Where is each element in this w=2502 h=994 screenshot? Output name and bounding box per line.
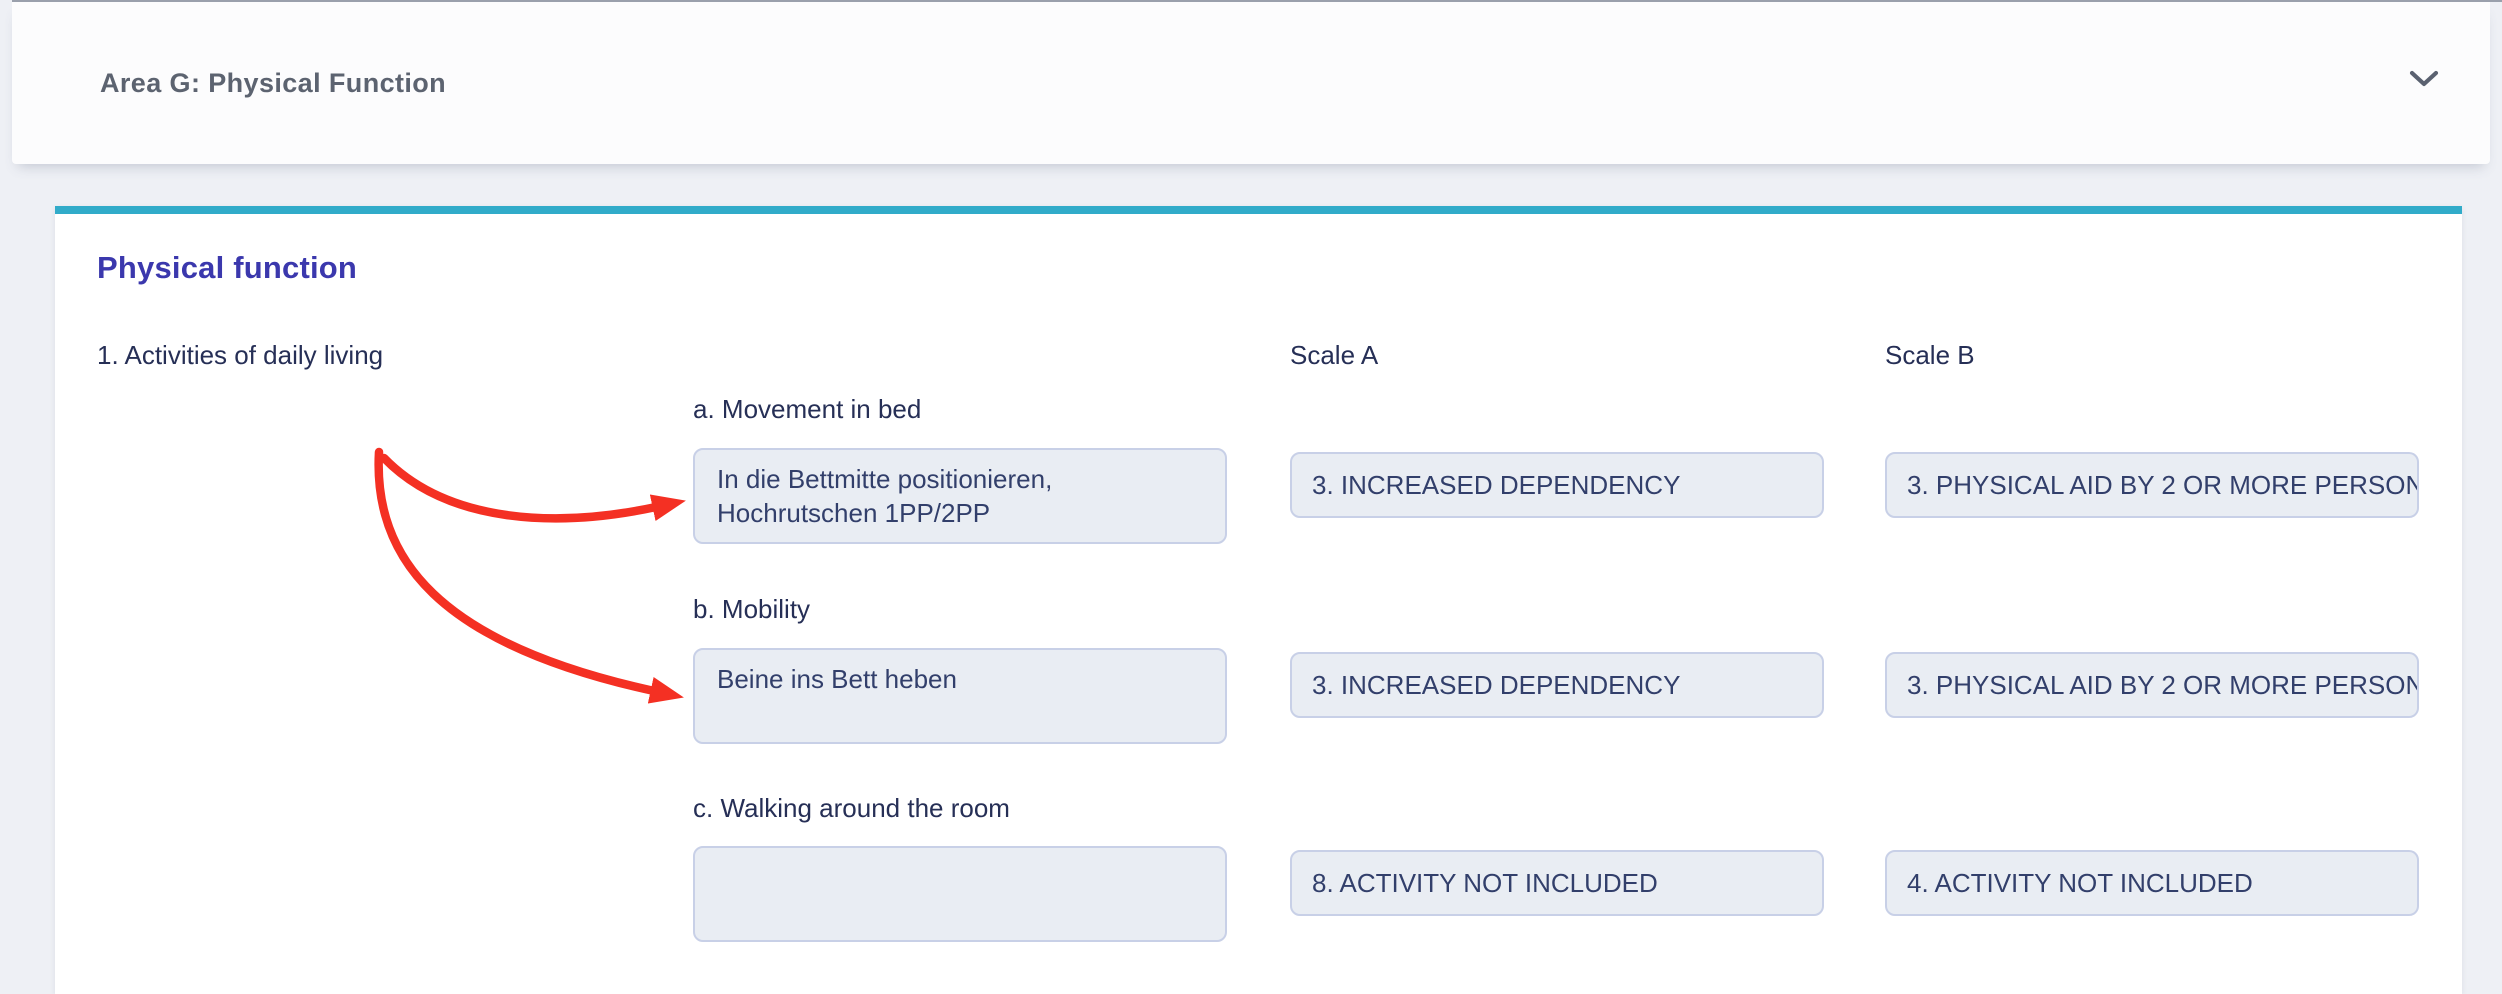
mobility-scale-a-value: 3. INCREASED DEPENDENCY bbox=[1312, 670, 1681, 700]
walking-around-room-scale-a-value: 8. ACTIVITY NOT INCLUDED bbox=[1312, 868, 1658, 898]
top-divider bbox=[12, 0, 2502, 2]
movement-in-bed-text-field[interactable]: In die Bettmitte positionieren, Hochruts… bbox=[693, 448, 1227, 544]
section-heading: Physical function bbox=[97, 250, 358, 285]
chevron-down-icon[interactable] bbox=[2409, 69, 2439, 89]
item-label-mobility: b. Mobility bbox=[693, 594, 811, 624]
mobility-scale-b-select[interactable]: 3. PHYSICAL AID BY 2 OR MORE PERSONS bbox=[1885, 652, 2419, 718]
mobility-text-field[interactable]: Beine ins Bett heben bbox=[693, 648, 1227, 744]
movement-in-bed-scale-b-value: 3. PHYSICAL AID BY 2 OR MORE PERSONS bbox=[1907, 470, 2419, 500]
walking-around-room-text-field[interactable] bbox=[693, 846, 1227, 942]
item-label-movement-in-bed: a. Movement in bed bbox=[693, 394, 922, 424]
movement-in-bed-scale-a-value: 3. INCREASED DEPENDENCY bbox=[1312, 470, 1681, 500]
mobility-scale-b-value: 3. PHYSICAL AID BY 2 OR MORE PERSONS bbox=[1907, 670, 2419, 700]
movement-in-bed-value: In die Bettmitte positionieren, Hochruts… bbox=[717, 464, 1053, 528]
walking-around-room-scale-b-select[interactable]: 4. ACTIVITY NOT INCLUDED bbox=[1885, 850, 2419, 916]
mobility-value: Beine ins Bett heben bbox=[717, 664, 957, 694]
mobility-scale-a-select[interactable]: 3. INCREASED DEPENDENCY bbox=[1290, 652, 1824, 718]
movement-in-bed-scale-a-select[interactable]: 3. INCREASED DEPENDENCY bbox=[1290, 452, 1824, 518]
item-label-walking-around-room: c. Walking around the room bbox=[693, 793, 1010, 823]
group-label: 1. Activities of daily living bbox=[97, 340, 384, 370]
scale-a-column-header: Scale A bbox=[1290, 340, 1379, 370]
scale-b-column-header: Scale B bbox=[1885, 340, 1975, 370]
walking-around-room-scale-a-select[interactable]: 8. ACTIVITY NOT INCLUDED bbox=[1290, 850, 1824, 916]
movement-in-bed-scale-b-select[interactable]: 3. PHYSICAL AID BY 2 OR MORE PERSONS bbox=[1885, 452, 2419, 518]
walking-around-room-scale-b-value: 4. ACTIVITY NOT INCLUDED bbox=[1907, 868, 2253, 898]
accordion-header[interactable]: Area G: Physical Function bbox=[12, 2, 2490, 164]
accordion-title: Area G: Physical Function bbox=[100, 67, 447, 98]
